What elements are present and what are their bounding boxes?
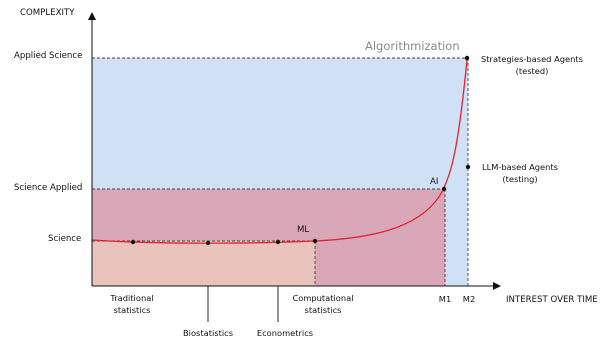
science-region	[92, 241, 315, 286]
llm-agents-label-2: (testing)	[502, 174, 537, 184]
applied-science-label: Applied Science	[14, 51, 82, 61]
science-label: Science	[48, 234, 81, 244]
strategies-agents-label-1: Strategies-based Agents	[481, 54, 583, 64]
traditional-statistics-label-2: statistics	[114, 305, 151, 315]
x-axis-title: INTEREST OVER TIME	[506, 295, 598, 305]
llm-agents-point	[465, 164, 471, 170]
traditional-statistics-label-1: Traditional	[109, 293, 153, 303]
ai-label: AI	[430, 177, 438, 187]
ai-point	[441, 186, 447, 192]
y-axis-title: COMPLEXITY	[20, 8, 75, 18]
biostatistics-point	[205, 240, 211, 246]
strategies-agents-point	[464, 55, 470, 61]
complexity-curve	[91, 59, 468, 244]
econometrics-label: Econometrics	[257, 328, 313, 338]
algorithmization-label: Algorithmization	[365, 39, 460, 53]
science-applied-label: Science Applied	[14, 183, 82, 193]
strategies-agents-label-2: (tested)	[516, 66, 549, 76]
m1-label: M1	[439, 294, 451, 304]
ml-point	[312, 238, 318, 244]
m2-label: M2	[463, 294, 475, 304]
computational-statistics-label-1: Computational	[292, 293, 353, 303]
biostatistics-label: Biostatistics	[183, 328, 233, 338]
econometrics-point	[275, 239, 281, 245]
computational-statistics-label-2: statistics	[305, 305, 342, 315]
traditional-statistics-point	[130, 239, 136, 245]
llm-agents-label-1: LLM-based Agents	[482, 162, 558, 172]
ml-label: ML	[297, 225, 309, 235]
